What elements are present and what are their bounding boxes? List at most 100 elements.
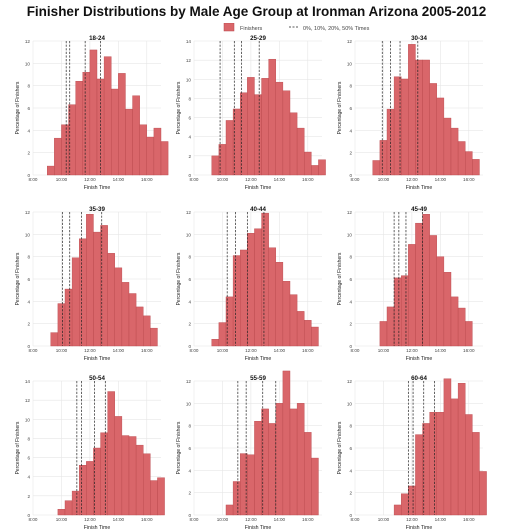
x-tick-label: 8:00 — [29, 517, 38, 522]
y-tick-label: 12 — [25, 210, 31, 215]
y-axis-label: Percentage of Finishers — [337, 421, 343, 474]
x-tick-label: 12:00 — [245, 177, 257, 182]
x-tick-label: 12:00 — [84, 517, 96, 522]
histogram-bar — [240, 249, 248, 347]
y-tick-label: 4 — [349, 299, 352, 304]
histogram-bar — [304, 151, 312, 176]
x-tick-label: 16:00 — [141, 177, 153, 182]
y-axis-label: Percentage of Finishers — [176, 421, 182, 474]
x-tick-label: 10:00 — [217, 517, 229, 522]
histogram-bar — [254, 228, 262, 347]
histogram-bar — [114, 267, 123, 347]
histogram-bar — [240, 453, 248, 516]
x-tick-label: 14:00 — [113, 177, 125, 182]
histogram-bar — [64, 500, 73, 516]
histogram-bar — [472, 159, 480, 176]
histogram-bar — [429, 83, 437, 176]
x-tick-label: 16:00 — [463, 177, 475, 182]
histogram-bar — [135, 306, 144, 347]
histogram-bar — [275, 403, 284, 516]
y-axis-label: Percentage of Finishers — [15, 252, 21, 305]
x-tick-label: 8:00 — [190, 517, 199, 522]
y-tick-label: 6 — [188, 116, 191, 121]
panel-title: 35-39 — [89, 206, 105, 213]
histogram-bar — [465, 151, 473, 176]
x-tick-label: 10:00 — [217, 348, 229, 353]
y-tick-label: 10 — [347, 401, 353, 406]
y-tick-label: 2 — [349, 151, 352, 156]
histogram-bar — [75, 80, 83, 176]
y-axis-label: Percentage of Finishers — [337, 252, 343, 305]
histogram-bar — [89, 49, 98, 176]
x-tick-label: 12:00 — [84, 348, 96, 353]
x-axis-label: Finish Time — [406, 525, 433, 530]
panel-title: 50-54 — [89, 375, 105, 382]
histogram-bar — [415, 59, 423, 176]
panel-title: 40-44 — [250, 206, 266, 213]
histogram-bar — [107, 391, 115, 516]
histogram-bar — [422, 214, 430, 347]
histogram-bar — [393, 504, 402, 516]
x-tick-label: 8:00 — [351, 177, 360, 182]
histogram-bar — [247, 454, 255, 516]
histogram-bar — [457, 383, 466, 516]
x-tick-label: 16:00 — [302, 177, 314, 182]
x-axis-label: Finish Time — [245, 525, 272, 530]
histogram-bar — [232, 481, 241, 516]
histogram-bar — [128, 436, 137, 516]
chart-panel: 40-44 0 2 4 6 8 10 12 8:00 10:00 12:00 14:00 16:00 Fi… — [176, 206, 322, 362]
histogram-bar — [79, 238, 87, 347]
histogram-bar — [143, 453, 151, 516]
y-tick-label: 8 — [188, 96, 191, 101]
histogram-bar — [247, 77, 255, 176]
histogram-bar — [225, 504, 234, 516]
histogram-bar — [275, 81, 284, 176]
y-tick-label: 0 — [349, 173, 352, 178]
figure-title: Finisher Distributions by Male Age Group… — [26, 4, 487, 19]
histogram-bar — [379, 321, 388, 347]
y-tick-label: 8 — [27, 436, 30, 441]
x-axis-label: Finish Time — [406, 185, 433, 191]
histogram-bar — [118, 73, 126, 176]
histogram-bar — [408, 44, 416, 176]
legend: Finishers 0%, 10%, 20%, 50% Times — [223, 23, 370, 32]
x-axis-label: Finish Time — [84, 185, 111, 191]
histogram-bar — [132, 95, 140, 176]
x-axis-label: Finish Time — [245, 356, 272, 362]
y-tick-label: 12 — [186, 58, 192, 63]
x-axis-label: Finish Time — [245, 185, 272, 191]
histogram-bar — [268, 423, 276, 516]
x-tick-label: 16:00 — [463, 348, 475, 353]
histogram-bar — [304, 320, 312, 347]
y-tick-label: 0 — [349, 344, 352, 349]
x-tick-label: 14:00 — [435, 177, 447, 182]
histogram-bar — [401, 493, 409, 516]
y-tick-label: 10 — [186, 401, 192, 406]
histogram-bar — [379, 140, 388, 176]
histogram-bar — [372, 160, 381, 176]
y-tick-label: 0 — [188, 513, 191, 518]
y-tick-label: 2 — [188, 322, 191, 327]
histogram-bar — [47, 165, 55, 176]
y-tick-label: 6 — [27, 106, 30, 111]
legend-finishers-label: Finishers — [240, 26, 263, 32]
histogram-bar — [71, 490, 80, 516]
histogram-bar — [443, 272, 452, 347]
histogram-bar — [318, 159, 326, 176]
y-tick-label: 10 — [25, 417, 31, 422]
histogram-bar — [50, 332, 59, 347]
histogram-bar — [93, 231, 101, 347]
x-tick-label: 14:00 — [435, 517, 447, 522]
histogram-bar — [401, 275, 409, 347]
histogram-bar — [450, 127, 459, 176]
histogram-bar — [54, 137, 62, 176]
histogram-bar — [107, 253, 115, 347]
histogram-bar — [479, 471, 487, 516]
y-tick-label: 10 — [347, 61, 353, 66]
y-tick-label: 4 — [27, 128, 30, 133]
x-tick-label: 10:00 — [378, 517, 390, 522]
x-tick-label: 10:00 — [217, 177, 229, 182]
y-tick-label: 0 — [349, 513, 352, 518]
histogram-bar — [86, 461, 94, 516]
panel-title: 55-59 — [250, 375, 266, 382]
